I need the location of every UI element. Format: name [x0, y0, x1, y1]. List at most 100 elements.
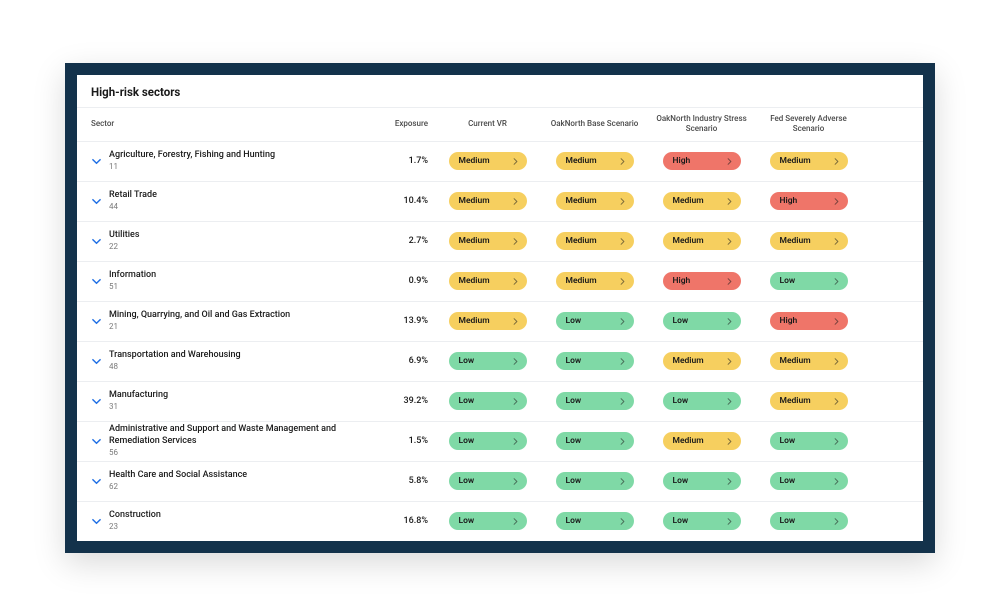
risk-pill-current[interactable]: Low [449, 392, 527, 410]
expand-row-icon[interactable] [91, 236, 101, 246]
sector-cell: Health Care and Social Assistance62 [109, 470, 247, 492]
expand-row-icon[interactable] [91, 476, 101, 486]
chevron-right-icon [727, 438, 733, 444]
risk-pill-fed[interactable]: High [770, 312, 848, 330]
sector-name: Utilities [109, 230, 140, 241]
risk-pill-current[interactable]: Medium [449, 152, 527, 170]
risk-pill-stress[interactable]: Low [663, 512, 741, 530]
chevron-right-icon [727, 478, 733, 484]
risk-pill-current[interactable]: Low [449, 512, 527, 530]
risk-pill-stress[interactable]: High [663, 152, 741, 170]
expand-row-icon[interactable] [91, 356, 101, 366]
chevron-right-icon [620, 238, 626, 244]
risk-pill-fed[interactable]: Low [770, 512, 848, 530]
chevron-right-icon [727, 278, 733, 284]
expand-row-icon[interactable] [91, 516, 101, 526]
risk-pill-label: Medium [459, 316, 490, 326]
risk-pill-label: High [780, 196, 798, 206]
risk-pill-label: Low [459, 516, 475, 526]
expand-row-icon[interactable] [91, 156, 101, 166]
table-row: Mining, Quarrying, and Oil and Gas Extra… [77, 301, 923, 341]
risk-pill-label: Low [459, 356, 475, 366]
risk-pill-label: Medium [566, 276, 597, 286]
chevron-right-icon [727, 158, 733, 164]
sector-name: Information [109, 270, 156, 281]
risk-pill-stress[interactable]: Low [663, 472, 741, 490]
risk-pill-label: Low [566, 396, 582, 406]
risk-pill-current[interactable]: Low [449, 352, 527, 370]
exposure-value: 1.5% [373, 436, 428, 446]
table-row: Information510.9%MediumMediumHighLow [77, 261, 923, 301]
sector-cell: Agriculture, Forestry, Fishing and Hunti… [109, 150, 275, 172]
risk-pill-base[interactable]: Low [556, 392, 634, 410]
risk-pill-stress[interactable]: Medium [663, 232, 741, 250]
risk-pill-label: Medium [673, 356, 704, 366]
sector-cell: Construction23 [109, 510, 161, 532]
risk-pill-fed[interactable]: Low [770, 272, 848, 290]
chevron-right-icon [834, 358, 840, 364]
risk-pill-base[interactable]: Medium [556, 192, 634, 210]
chevron-right-icon [620, 318, 626, 324]
risk-pill-fed[interactable]: Medium [770, 392, 848, 410]
risk-pill-base[interactable]: Low [556, 472, 634, 490]
expand-row-icon[interactable] [91, 396, 101, 406]
risk-pill-current[interactable]: Medium [449, 312, 527, 330]
risk-pill-stress[interactable]: Low [663, 312, 741, 330]
risk-pill-label: Medium [459, 276, 490, 286]
expand-row-icon[interactable] [91, 436, 101, 446]
chevron-right-icon [513, 278, 519, 284]
risk-pill-stress[interactable]: Medium [663, 432, 741, 450]
risk-pill-label: Low [780, 476, 796, 486]
risk-pill-fed[interactable]: Medium [770, 232, 848, 250]
risk-pill-stress[interactable]: Medium [663, 352, 741, 370]
risk-pill-current[interactable]: Low [449, 472, 527, 490]
table-row: Manufacturing3139.2%LowLowLowMedium [77, 381, 923, 421]
sector-count: 44 [109, 202, 157, 212]
risk-pill-label: Low [459, 476, 475, 486]
sector-name: Retail Trade [109, 190, 157, 201]
chevron-right-icon [834, 278, 840, 284]
sector-cell: Information51 [109, 270, 156, 292]
chevron-right-icon [834, 158, 840, 164]
sector-count: 56 [109, 448, 361, 458]
risk-pill-stress[interactable]: High [663, 272, 741, 290]
table-row: Transportation and Warehousing486.9%LowL… [77, 341, 923, 381]
risk-pill-fed[interactable]: Medium [770, 352, 848, 370]
table-row: Utilities222.7%MediumMediumMediumMedium [77, 221, 923, 261]
exposure-value: 1.7% [373, 156, 428, 166]
risk-pill-stress[interactable]: Medium [663, 192, 741, 210]
risk-pill-base[interactable]: Medium [556, 232, 634, 250]
risk-pill-base[interactable]: Low [556, 312, 634, 330]
chevron-right-icon [727, 518, 733, 524]
risk-pill-fed[interactable]: High [770, 192, 848, 210]
risk-pill-stress[interactable]: Low [663, 392, 741, 410]
chevron-right-icon [727, 318, 733, 324]
risk-pill-label: Low [780, 436, 796, 446]
risk-pill-fed[interactable]: Medium [770, 152, 848, 170]
table-body: Agriculture, Forestry, Fishing and Hunti… [77, 141, 923, 541]
outer-frame: High-risk sectors Sector Exposure Curren… [65, 63, 935, 553]
expand-row-icon[interactable] [91, 316, 101, 326]
risk-pill-base[interactable]: Medium [556, 272, 634, 290]
risk-pill-current[interactable]: Medium [449, 272, 527, 290]
risk-pill-fed[interactable]: Low [770, 432, 848, 450]
sector-count: 62 [109, 482, 247, 492]
risk-pill-label: Medium [566, 156, 597, 166]
sector-count: 22 [109, 242, 140, 252]
risk-pill-fed[interactable]: Low [770, 472, 848, 490]
risk-pill-label: Low [566, 436, 582, 446]
risk-pill-base[interactable]: Low [556, 512, 634, 530]
expand-row-icon[interactable] [91, 276, 101, 286]
expand-row-icon[interactable] [91, 196, 101, 206]
risk-pill-current[interactable]: Low [449, 432, 527, 450]
chevron-right-icon [620, 478, 626, 484]
risk-pill-base[interactable]: Low [556, 432, 634, 450]
chevron-right-icon [834, 238, 840, 244]
risk-pill-label: Medium [566, 236, 597, 246]
risk-pill-current[interactable]: Medium [449, 192, 527, 210]
table-row: Construction2316.8%LowLowLowLow [77, 501, 923, 541]
risk-pill-current[interactable]: Medium [449, 232, 527, 250]
risk-pill-label: Medium [780, 236, 811, 246]
risk-pill-base[interactable]: Medium [556, 152, 634, 170]
risk-pill-base[interactable]: Low [556, 352, 634, 370]
